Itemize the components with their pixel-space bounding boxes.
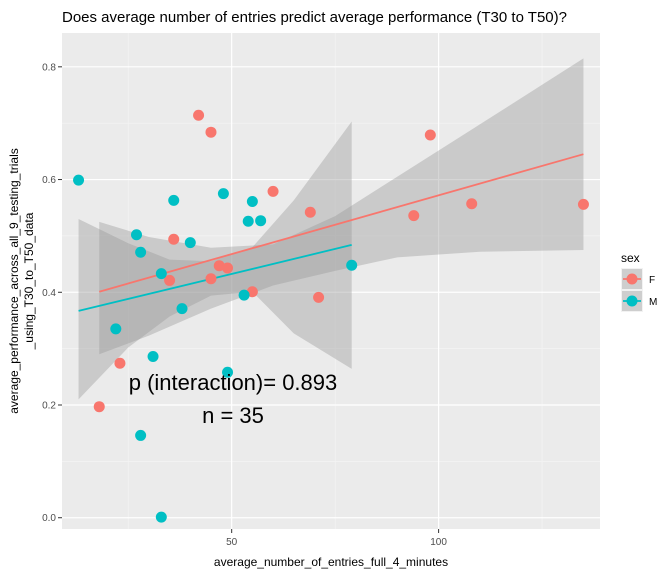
data-point-F [466,198,478,210]
y-tick-label: 0.4 [42,288,56,299]
data-point-F [164,274,176,286]
x-tick-label: 100 [430,537,447,548]
data-point-M [176,303,188,315]
data-point-M [238,289,250,301]
data-point-F [267,185,279,197]
data-point-M [242,215,254,227]
data-point-M [155,268,167,280]
data-point-M [217,188,229,200]
confidence-bands [78,58,584,400]
data-point-F [93,401,105,413]
data-point-F [313,291,325,303]
sample-size: n = 35 [202,403,264,428]
data-point-M [184,237,196,249]
data-point-F [577,198,589,210]
data-point-M [346,259,358,271]
data-point-M [255,215,267,227]
legend-label-M: M [649,297,657,308]
data-point-M [155,511,167,523]
data-point-M [135,429,147,441]
data-point-F [168,233,180,245]
confidence-band-F [99,58,584,355]
data-point-M [130,229,142,241]
grid-major [62,33,600,529]
y-tick-label: 0.2 [42,401,56,412]
legend-key-point-M [626,295,638,307]
data-points [73,109,589,523]
data-point-F [205,126,217,138]
x-axis-title: average_number_of_entries_full_4_minutes [214,555,448,569]
data-point-M [222,366,234,378]
data-point-M [73,174,85,186]
chart-title: Does average number of entries predict a… [62,9,567,26]
data-point-F [222,262,234,274]
data-point-F [213,260,225,272]
y-tick-label: 0.8 [42,62,56,73]
y-tick-label: 0.0 [42,513,56,524]
data-point-M [246,196,258,208]
legend-key-point-F [626,273,638,285]
data-point-F [246,286,258,298]
data-point-M [135,246,147,258]
data-point-M [147,351,159,363]
data-point-F [114,357,126,369]
data-point-M [168,194,180,206]
data-point-F [424,129,436,141]
x-tick-label: 50 [226,537,238,548]
interaction-p-value: p (interaction)= 0.893 [129,370,338,395]
confidence-band-M [78,121,352,400]
grid-minor [62,33,600,529]
y-axis-title-line-2: _using_T30_to_T50_data [22,212,36,350]
data-point-F [304,206,316,218]
data-point-F [193,109,205,121]
y-axis-ticks: 0.0 0.2 0.4 0.6 0.8 [42,62,62,524]
x-axis-ticks: 50 100 [226,529,447,548]
y-axis-title-line-1: average_performance_across_all_9_testing… [7,148,21,414]
y-tick-label: 0.6 [42,175,56,186]
legend: sex FM [621,251,657,312]
data-point-M [110,323,122,335]
fit-line-F [99,153,584,293]
data-point-F [205,273,217,285]
legend-title: sex [621,251,640,265]
plot-panel [62,33,600,529]
data-point-F [408,210,420,222]
legend-label-F: F [649,275,655,286]
